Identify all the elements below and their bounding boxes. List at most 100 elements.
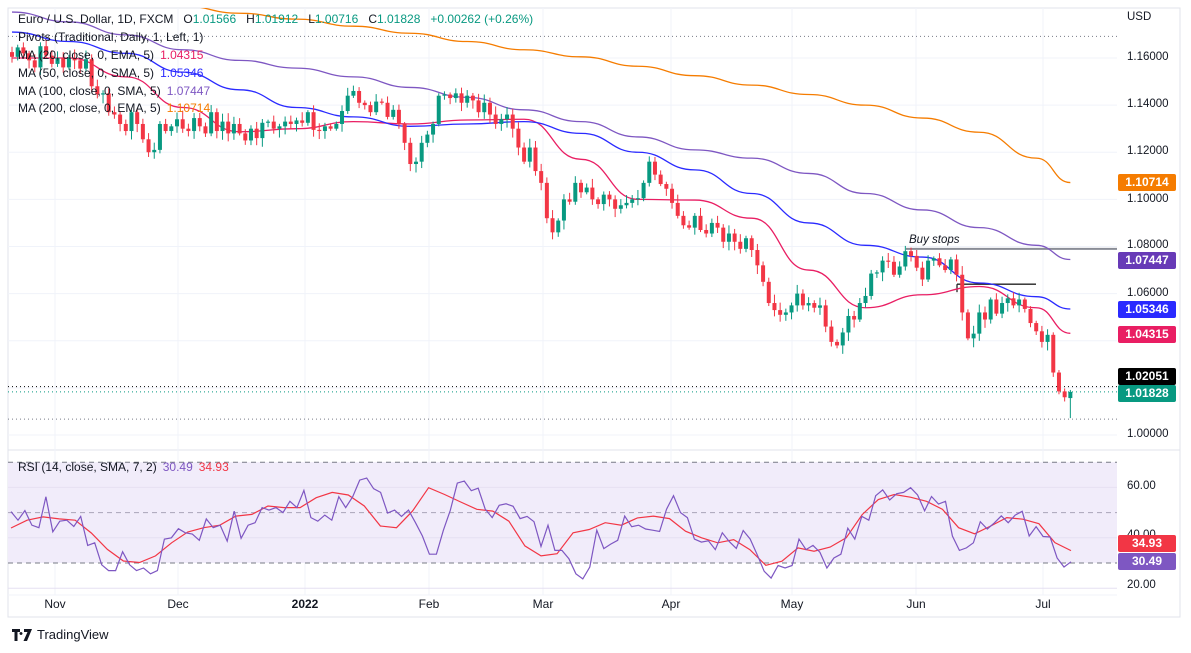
- candle: [146, 133, 151, 157]
- time-tick: Mar: [532, 597, 554, 611]
- candle-body: [522, 147, 527, 162]
- candle: [61, 52, 66, 73]
- candle: [1005, 294, 1010, 312]
- candle-body: [806, 303, 811, 306]
- low-label: L: [308, 12, 315, 26]
- candle: [840, 327, 845, 354]
- candle-body: [766, 281, 771, 304]
- candle-body: [294, 120, 299, 124]
- candle: [738, 234, 743, 254]
- candle: [687, 220, 692, 230]
- candle: [732, 228, 737, 251]
- price-tick: 1.16000: [1127, 51, 1169, 63]
- candle-body: [516, 128, 521, 148]
- candle-body: [140, 123, 145, 140]
- legend-rsi[interactable]: RSI (14, close, SMA, 7, 2) 30.49 34.93: [18, 460, 229, 474]
- candle-body: [197, 118, 202, 127]
- candle: [482, 94, 487, 119]
- candle-body: [510, 114, 515, 129]
- candle: [971, 325, 976, 348]
- candle: [704, 224, 709, 238]
- candle-body: [157, 123, 162, 150]
- price-tick: 1.00000: [1127, 428, 1169, 440]
- candle-body: [1068, 391, 1073, 399]
- candle: [965, 309, 970, 341]
- candle-body: [823, 305, 828, 327]
- legend-ma50[interactable]: MA (50, close, 0, SMA, 5) 1.05346: [18, 66, 203, 80]
- currency-label: USD: [1127, 11, 1152, 23]
- legend-pivots[interactable]: Pivots (Traditional, Daily, 1, Left, 1): [18, 30, 203, 44]
- candle: [266, 119, 271, 128]
- candle: [516, 122, 521, 156]
- candle-body: [123, 123, 128, 132]
- candle-body: [226, 121, 231, 134]
- candle-body: [744, 238, 749, 249]
- candle-body: [345, 95, 350, 112]
- candle-body: [260, 122, 265, 139]
- candle-body: [15, 47, 20, 57]
- candle-body: [300, 120, 305, 123]
- candle: [294, 117, 299, 132]
- candle-body: [988, 299, 993, 320]
- candle: [419, 135, 424, 169]
- candle: [1056, 370, 1061, 395]
- legend-ma100[interactable]: MA (100, close, 0, SMA, 5) 1.07447: [18, 84, 210, 98]
- candle-body: [675, 202, 680, 216]
- candle: [334, 121, 339, 131]
- candle-body: [385, 102, 390, 117]
- legend-ma200[interactable]: MA (200, close, 0, EMA, 5) 1.10714: [18, 101, 210, 115]
- rsi-tick: 60.00: [1127, 480, 1156, 492]
- indicator-label: MA (100, close, 0, SMA, 5): [18, 84, 161, 98]
- candle-body: [1028, 308, 1033, 324]
- candle: [982, 306, 987, 328]
- candle-body: [1062, 391, 1067, 398]
- candle: [880, 256, 885, 282]
- indicator-label: Pivots (Traditional, Daily, 1, Left, 1): [18, 30, 204, 44]
- candle: [351, 85, 356, 98]
- candle-body: [396, 109, 401, 124]
- candle: [305, 110, 310, 126]
- candle: [357, 87, 362, 109]
- low-value: 1.00716: [314, 12, 359, 26]
- candle-body: [698, 215, 703, 230]
- candle-body: [982, 312, 987, 320]
- candle: [772, 294, 777, 317]
- candle-body: [436, 95, 441, 124]
- candle: [78, 57, 83, 74]
- candle: [499, 113, 504, 131]
- candle: [385, 96, 390, 120]
- candle-body: [413, 161, 418, 165]
- candle: [254, 121, 259, 146]
- candle: [755, 243, 760, 275]
- candle-body: [567, 199, 572, 202]
- candle-body: [1056, 372, 1061, 392]
- candle: [556, 218, 561, 237]
- candle: [123, 119, 128, 136]
- candle: [322, 122, 327, 139]
- candle: [95, 79, 100, 99]
- candle-body: [658, 174, 663, 185]
- candle: [129, 109, 134, 140]
- candle-body: [715, 222, 720, 228]
- last-price-badge: 1.01828: [1118, 385, 1176, 402]
- candle-body: [379, 101, 384, 103]
- candle: [909, 247, 914, 262]
- candle-body: [499, 119, 504, 124]
- candle-body: [487, 102, 492, 115]
- candle: [106, 88, 111, 116]
- candle: [1045, 329, 1050, 351]
- candle: [345, 87, 350, 114]
- candle: [846, 308, 851, 341]
- tradingview-logo[interactable]: TradingView: [12, 627, 109, 642]
- candle-body: [1039, 331, 1044, 342]
- candle-body: [243, 133, 248, 141]
- candle: [914, 249, 919, 272]
- candle: [783, 308, 788, 321]
- close-value: 1.01828: [376, 12, 421, 26]
- candle: [277, 123, 282, 138]
- candle: [340, 105, 345, 132]
- legend-ma20[interactable]: MA (20, close, 0, EMA, 5) 1.04315: [18, 48, 203, 62]
- candle-body: [886, 260, 891, 262]
- candle-body: [357, 90, 362, 103]
